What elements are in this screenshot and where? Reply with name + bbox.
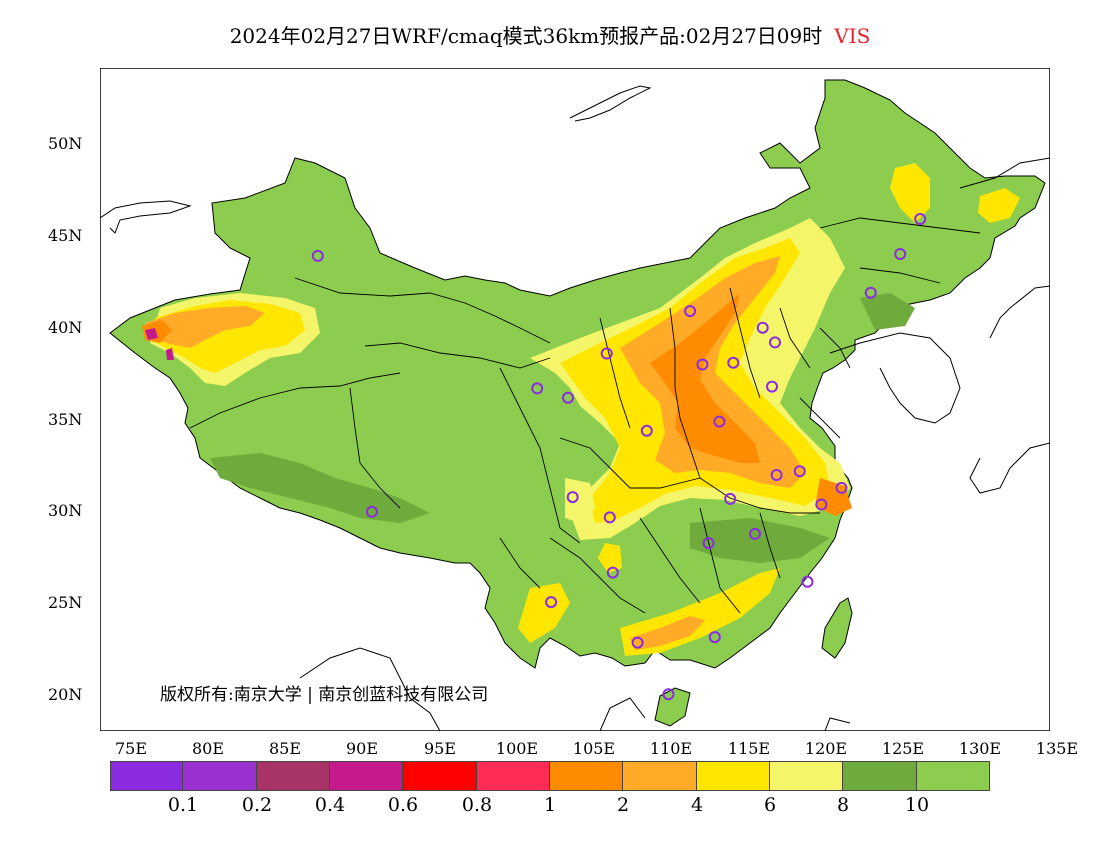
lon-label-135: 135E xyxy=(1035,739,1079,758)
station-marker xyxy=(770,469,783,481)
station-marker xyxy=(606,566,619,579)
lat-label-25: 25N xyxy=(48,593,83,612)
lon-label-100: 100E xyxy=(495,739,539,758)
title-text: 2024年02月27日WRF/cmaq模式36km预报产品:02月27日09时 xyxy=(229,24,823,48)
legend-label-8: 8 xyxy=(836,794,850,816)
vis-forecast-map xyxy=(100,68,1050,731)
legend-label-6: 6 xyxy=(763,794,777,816)
legend-label-0.6: 0.6 xyxy=(387,794,419,816)
lon-label-90: 90E xyxy=(345,739,379,758)
lat-label-30: 30N xyxy=(48,501,83,520)
station-marker xyxy=(562,391,574,404)
station-marker xyxy=(531,382,544,395)
station-marker xyxy=(727,356,740,369)
station-marker xyxy=(864,286,877,299)
lon-label-105: 105E xyxy=(572,739,616,758)
lat-label-45: 45N xyxy=(48,226,83,245)
station-marker xyxy=(756,321,769,334)
legend-swatch-10 xyxy=(843,761,917,791)
coastlines xyxy=(100,85,1050,731)
station-marker xyxy=(662,688,675,701)
station-marker xyxy=(600,347,613,360)
station-marker xyxy=(696,358,709,371)
station-marker xyxy=(914,213,927,225)
legend-label-4: 4 xyxy=(690,794,704,816)
legend-label-10: 10 xyxy=(904,794,930,816)
legend-swatch-4 xyxy=(403,761,477,791)
lon-label-80: 80E xyxy=(191,739,225,758)
station-marker xyxy=(766,380,778,393)
station-marker xyxy=(631,636,644,649)
legend-swatch-11 xyxy=(916,761,990,791)
legend-label-0.4: 0.4 xyxy=(314,794,346,816)
color-legend xyxy=(110,761,990,791)
legend-swatch-6 xyxy=(549,761,624,791)
map-title: 2024年02月27日WRF/cmaq模式36km预报产品:02月27日09时 V… xyxy=(0,20,1100,49)
legend-label-0.2: 0.2 xyxy=(241,794,273,816)
legend-label-0.1: 0.1 xyxy=(167,794,199,816)
legend-label-2: 2 xyxy=(616,794,630,816)
lon-label-75: 75E xyxy=(114,739,148,758)
lat-label-40: 40N xyxy=(48,318,83,337)
station-marker xyxy=(603,511,616,524)
visibility-fill xyxy=(142,163,1020,656)
lat-label-20: 20N xyxy=(48,685,83,704)
station-marker xyxy=(311,249,324,262)
station-marker xyxy=(640,424,653,437)
lon-label-110: 110E xyxy=(649,739,693,758)
station-marker xyxy=(815,498,828,511)
station-marker xyxy=(545,596,558,609)
station-marker xyxy=(793,465,806,478)
lon-label-120: 120E xyxy=(804,739,848,758)
station-marker xyxy=(749,527,761,540)
station-marker xyxy=(708,631,721,644)
station-marker xyxy=(835,481,848,494)
lon-label-85: 85E xyxy=(268,739,302,758)
legend-label-0.8: 0.8 xyxy=(461,794,493,816)
variable-label: VIS xyxy=(834,24,871,48)
legend-swatch-7 xyxy=(623,761,697,791)
legend-swatch-0 xyxy=(110,761,184,791)
station-marker xyxy=(365,505,378,518)
station-marker xyxy=(702,537,715,550)
station-marker xyxy=(894,248,907,260)
station-marker xyxy=(801,575,814,588)
legend-swatch-2 xyxy=(256,761,330,791)
lon-label-95: 95E xyxy=(423,739,457,758)
legend-swatch-1 xyxy=(183,761,257,791)
legend-swatch-3 xyxy=(329,761,404,791)
station-marker xyxy=(684,305,697,318)
legend-swatch-5 xyxy=(476,761,550,791)
lon-label-130: 130E xyxy=(958,739,1002,758)
station-marker xyxy=(566,491,579,504)
legend-label-1: 1 xyxy=(543,794,557,816)
lat-label-50: 50N xyxy=(48,134,83,153)
copyright-notice: 版权所有:南京大学 | 南京创蓝科技有限公司 xyxy=(160,685,489,705)
station-markers xyxy=(311,213,927,701)
lon-label-115: 115E xyxy=(727,739,771,758)
station-marker xyxy=(769,336,781,349)
taiwan-island xyxy=(821,597,853,659)
legend-swatch-9 xyxy=(769,761,844,791)
province-boundaries xyxy=(189,217,981,614)
lon-label-125: 125E xyxy=(881,739,925,758)
legend-swatch-8 xyxy=(696,761,770,791)
station-marker xyxy=(724,492,737,505)
lat-label-35: 35N xyxy=(48,410,83,429)
station-marker xyxy=(713,415,726,428)
